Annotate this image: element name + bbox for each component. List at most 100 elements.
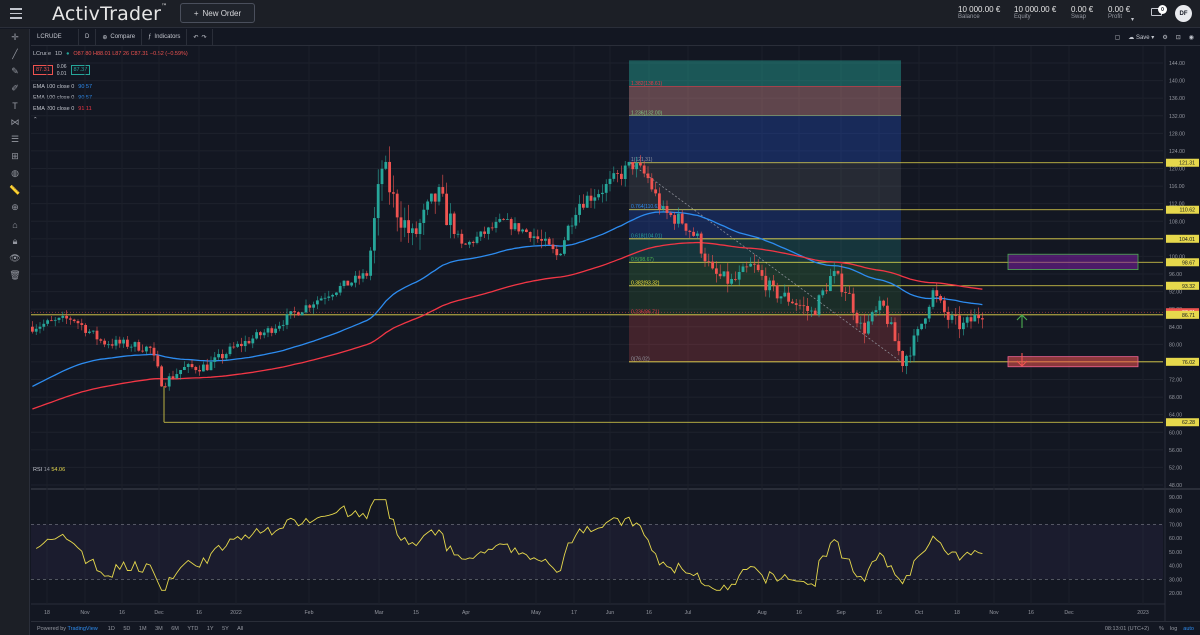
candle-body [840,273,844,293]
candle-body [566,225,570,241]
range-3m[interactable]: 3M [155,625,163,632]
avatar[interactable]: DF [1175,5,1192,22]
scale-log[interactable]: log [1169,625,1178,632]
profit-chevron-icon[interactable]: ▾ [1131,17,1135,23]
candle-body [449,213,452,226]
legend-collapse-icon[interactable]: ⌃ [33,116,38,123]
candle-body [969,317,973,322]
candle-body [506,219,509,220]
scale-percent[interactable]: % [1159,625,1164,632]
candle-body [468,241,471,245]
camera-icon[interactable]: ◉ [1188,34,1194,41]
interval-select[interactable]: D [79,28,97,46]
candle-body [946,311,950,320]
settings-icon[interactable]: ⚙ [1162,34,1168,41]
range-1m[interactable]: 1M [138,625,147,632]
undo-redo[interactable]: ↶ ↷ [187,28,214,46]
sell-price-box[interactable]: 87.31 [33,65,53,75]
candle-body [354,275,357,283]
ruler-icon[interactable]: 📏 [9,185,21,195]
new-order-button[interactable]: + New Order [180,3,255,23]
candle-body [327,296,331,298]
range-selector[interactable]: 1D 5D 1M 3M 6M YTD 1Y 5Y All [108,626,250,632]
candle-body [202,364,205,372]
time-axis-label: Sep [836,610,845,616]
candle-body [399,217,403,228]
balance-display: 10 000.00 € Balance [958,5,1001,20]
candle-body [525,229,528,232]
redo-icon[interactable]: ↷ [201,34,207,41]
clock[interactable]: 08:13:01 (UTC+2) [1104,625,1150,632]
text-icon[interactable]: T [12,100,18,111]
time-axis-label: Jun [606,610,614,616]
price-axis-label: 84.00 [1169,325,1182,331]
range-ytd[interactable]: YTD [187,625,199,632]
candle-body [787,292,790,302]
price-axis-label: 124.00 [1169,149,1185,155]
legend-symbol[interactable]: LCrude [33,50,52,57]
range-all[interactable]: All [237,625,244,632]
candle-body [221,353,224,359]
candle-body [874,310,878,313]
profit-display[interactable]: 0.00 € Profit [1108,5,1131,20]
indicators-button[interactable]: ƒ Indicators [142,28,188,46]
symbol-search[interactable]: LCRUDE [31,28,79,46]
save-button[interactable]: ☁ Save ▾ [1128,34,1155,41]
candle-body [426,201,429,210]
layout-icon[interactable]: ⊡ [1175,34,1181,41]
equity-display: 10 000.00 € Equity [1014,5,1057,20]
hide-drawings-icon[interactable]: 👁︎ [9,253,21,263]
magnet-icon[interactable]: ⌂ [12,219,18,230]
candle-body [487,227,490,234]
buy-price-box[interactable]: 87.37 [70,65,91,75]
rsi-axis-label: 20.00 [1169,591,1182,597]
crosshair-icon[interactable]: ✛ [11,32,19,42]
scale-auto[interactable]: auto [1183,625,1194,632]
fib-icon[interactable]: ☰ [10,134,20,144]
trendline-icon[interactable]: ╱ [12,49,18,59]
menu-icon[interactable] [4,0,28,28]
candle-body [38,326,42,329]
candle-body [821,290,825,296]
undo-icon[interactable]: ↶ [193,34,199,41]
price-axis-label: 68.00 [1169,395,1182,401]
time-axis-label: 16 [796,610,802,616]
notification-badge: 0 [1158,5,1167,14]
trash-icon[interactable]: 🗑︎ [9,270,21,280]
candle-body [981,318,984,320]
candle-body [749,263,752,267]
lock-drawings-icon[interactable]: 🔒︎ [12,236,18,246]
time-axis-label: 16 [119,610,125,616]
candle-body [308,305,312,308]
candle-body [893,322,897,342]
compare-button[interactable]: ⊕ Compare [96,28,143,46]
time-axis-label: Jul [685,610,692,616]
zoom-icon[interactable]: ⊕ [11,202,19,212]
range-5d[interactable]: 5D [123,625,131,632]
candle-body [80,323,84,325]
candle-body [528,231,532,238]
range-1d[interactable]: 1D [107,625,115,632]
pattern-icon[interactable]: ⋈ [10,117,20,127]
range-5y[interactable]: 5Y [222,625,229,632]
price-axis-label: 56.00 [1169,448,1182,454]
candle-body [76,321,80,324]
candle-body [224,354,228,359]
range-6m[interactable]: 6M [171,625,179,632]
candle-body [289,311,293,315]
candle-body [642,165,646,174]
fullscreen-icon[interactable]: ▢ [1114,34,1121,41]
brush-icon[interactable]: ✎ [11,66,19,76]
range-1y[interactable]: 1Y [206,625,214,632]
candle-body [661,206,665,210]
measure-icon[interactable]: ⊞ [11,151,19,161]
price-axis-label: 108.00 [1169,219,1185,225]
globe-icon[interactable]: ◍ [11,168,19,178]
candle-body [57,317,61,320]
price-chart[interactable]: 1.382(138.61) 1.236(132.00) 1(121.31) 0.764… [31,46,1200,621]
candle-body [623,165,627,179]
rsi-legend[interactable]: RSI 14 54.06 [33,467,66,473]
pencil-icon[interactable]: ✐ [11,83,19,93]
candle-body [422,209,426,223]
fib-zone [629,238,901,263]
